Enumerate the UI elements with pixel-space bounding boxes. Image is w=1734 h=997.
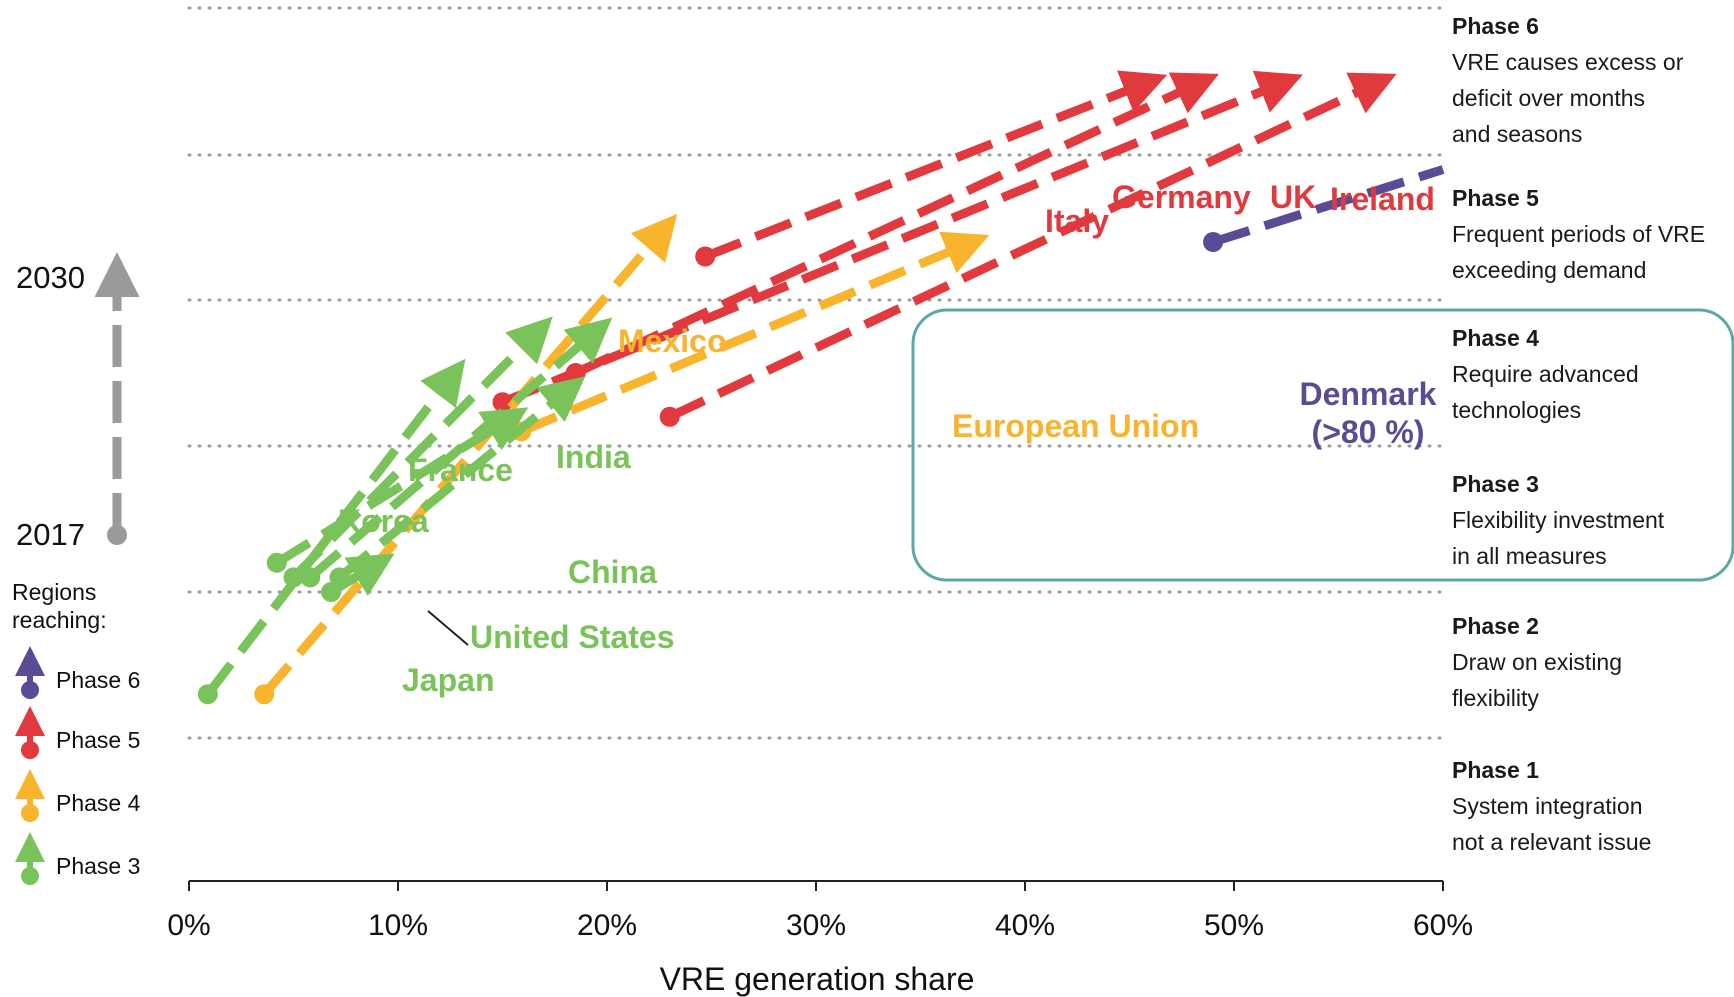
x-axis-label: VRE generation share	[660, 961, 975, 997]
series-label-china: China	[568, 554, 657, 590]
series-label-korea: Korea	[338, 503, 429, 539]
x-tick-label: 30%	[786, 909, 846, 942]
series-ireland	[659, 72, 1397, 427]
legend-title: Regions reaching:	[12, 579, 107, 633]
phase-description: Require advanced technologies	[1452, 361, 1639, 423]
phase-title: Phase 5	[1452, 185, 1539, 211]
series-start-point	[266, 552, 287, 573]
phase-title: Phase 3	[1452, 471, 1539, 497]
series-start-point	[492, 392, 513, 413]
x-tick-label: 50%	[1204, 909, 1264, 942]
series-start-point	[197, 684, 218, 705]
phase-gridlines	[187, 6, 1445, 740]
x-tick-label: 0%	[167, 909, 210, 942]
series-line	[667, 72, 1397, 421]
legend-label: Phase 5	[56, 727, 140, 753]
legend-item: Phase 6	[14, 646, 140, 699]
series-label-ireland: Ireland	[1330, 181, 1435, 217]
x-tick-label: 20%	[577, 909, 637, 942]
highlight-box	[911, 308, 1734, 582]
series-line	[703, 70, 1168, 261]
x-tick-label: 10%	[368, 909, 428, 942]
series-label-india: India	[556, 439, 631, 475]
series-line	[290, 316, 553, 581]
phase-label-3: Phase 3 Flexibility investment in all mea…	[1452, 466, 1732, 574]
legend-label: Phase 6	[56, 667, 140, 693]
time-label-2030: 2030	[16, 260, 85, 295]
series-label-denmark: Denmark (>80 %)	[1300, 376, 1437, 450]
phase-label-6: Phase 6 VRE causes excess or deficit over…	[1452, 8, 1732, 152]
us-leader-line	[427, 610, 469, 646]
phase-title: Phase 6	[1452, 13, 1539, 39]
legend-item: Phase 3	[14, 832, 140, 885]
series-line	[204, 358, 466, 697]
phase-title: Phase 2	[1452, 613, 1539, 639]
series-line	[573, 72, 1219, 378]
series-start-point	[695, 246, 716, 267]
phase-label-1: Phase 1 System integration not a relevant…	[1452, 752, 1732, 860]
phase-label-2: Phase 2 Draw on existing flexibility	[1452, 608, 1732, 716]
phase-description: VRE causes excess or deficit over months…	[1452, 49, 1684, 147]
series-start-point	[1203, 232, 1224, 252]
series-start-point	[659, 406, 680, 427]
series-uk	[492, 70, 1303, 413]
x-tick-label: 60%	[1413, 909, 1473, 942]
phase-label-5: Phase 5 Frequent periods of VRE exceeding…	[1452, 180, 1732, 288]
series-label-european-union: European Union	[952, 408, 1199, 444]
series-denmark	[1203, 165, 1445, 252]
series-india	[300, 317, 613, 588]
series-labels: Italy Germany UK Ireland Denmark (>80 %) …	[338, 179, 1437, 698]
series-line	[260, 213, 678, 698]
series-start-point	[300, 567, 321, 588]
phase-description: Frequent periods of VRE exceeding demand	[1452, 221, 1706, 283]
legend-item: Phase 4	[14, 769, 141, 822]
series-label-italy: Italy	[1045, 203, 1109, 239]
legend-label: Phase 3	[56, 853, 140, 879]
series-line	[307, 317, 613, 581]
series-united-states	[266, 407, 529, 573]
x-axis: 0% 10% 20% 30% 40% 50% 60%	[167, 880, 1473, 942]
series-mexico	[254, 213, 678, 705]
legend-label: Phase 4	[56, 790, 141, 816]
legend: Regions reaching: Phase 6 Phase 5 Phase 4 Ph…	[12, 579, 141, 885]
series-italy	[695, 70, 1168, 267]
legend-item: Phase 5	[14, 706, 140, 759]
series-line	[274, 407, 529, 567]
series-label-japan: Japan	[402, 662, 494, 698]
series-line	[519, 231, 990, 436]
time-axis: 2030 2017	[16, 252, 140, 552]
series-japan	[321, 553, 395, 602]
series-label-mexico: Mexico	[618, 323, 726, 359]
series-line	[336, 376, 586, 581]
x-tick-label: 40%	[995, 909, 1055, 942]
series-start-point	[321, 582, 342, 602]
series-line	[500, 70, 1303, 407]
phase-description: Draw on existing flexibility	[1452, 649, 1623, 711]
series-label-france: France	[408, 452, 513, 488]
series-korea	[197, 358, 466, 705]
series-label-united-states: United States	[470, 619, 674, 655]
series-label-germany: Germany	[1112, 179, 1251, 215]
series-line	[1211, 165, 1445, 247]
phase-title: Phase 4	[1452, 325, 1539, 351]
phase-description: System integration not a relevant issue	[1452, 793, 1652, 855]
series-start-point	[254, 684, 275, 705]
phase-label-4: Phase 4 Require advanced technologies	[1452, 320, 1732, 428]
series-layer	[197, 70, 1445, 705]
series-label-uk: UK	[1270, 179, 1316, 215]
phase-description: Flexibility investment in all measures	[1452, 507, 1665, 569]
time-label-2017: 2017	[16, 517, 85, 552]
phase-title: Phase 1	[1452, 757, 1539, 783]
